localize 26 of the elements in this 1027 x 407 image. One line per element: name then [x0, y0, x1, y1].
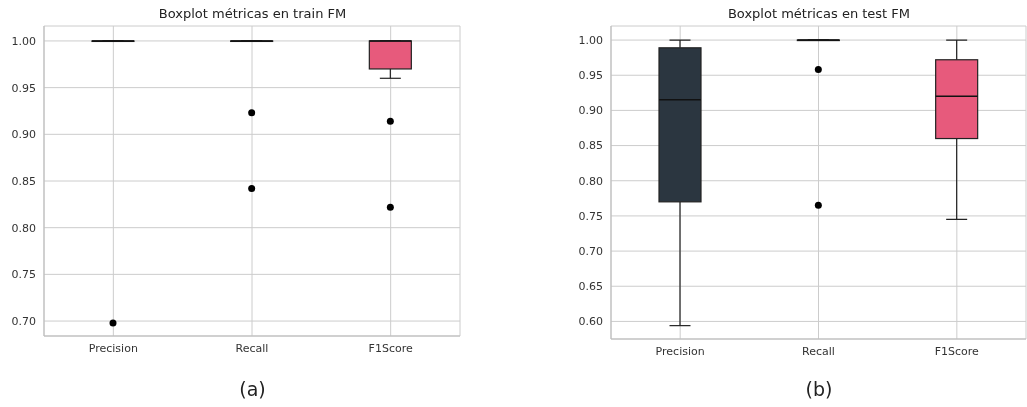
- chart-title: Boxplot métricas en test FM: [726, 6, 912, 21]
- y-tick-label: 0.80: [11, 221, 36, 235]
- chart-title: Boxplot métricas en train FM: [157, 6, 348, 21]
- x-tick-label: Precision: [88, 341, 138, 355]
- x-tick-label: Recall: [235, 341, 269, 355]
- y-tick-label: 0.80: [578, 174, 603, 188]
- x-tick-label: Recall: [802, 344, 835, 358]
- y-tick-label: 0.75: [578, 209, 603, 223]
- y-tick-label: 0.75: [11, 268, 36, 282]
- y-tick-label: 1.00: [11, 34, 36, 48]
- text: (b): [804, 378, 834, 400]
- y-tick-label: 0.65: [578, 280, 603, 294]
- y-tick-label: 0.85: [578, 139, 603, 153]
- y-tick-label: 0.85: [11, 174, 36, 188]
- text: (a): [238, 378, 267, 400]
- y-tick-label: 0.70: [578, 244, 603, 258]
- y-tick-label: 0.95: [11, 81, 36, 95]
- x-tick-label: F1Score: [368, 341, 413, 355]
- y-tick-label: 0.90: [11, 128, 36, 142]
- y-tick-label: 0.70: [11, 314, 36, 328]
- x-tick-label: F1Score: [934, 344, 980, 358]
- y-tick-label: 0.95: [578, 69, 603, 83]
- y-tick-label: 0.60: [578, 315, 603, 329]
- x-tick-label: Precision: [655, 344, 705, 358]
- y-tick-label: 0.90: [578, 104, 603, 118]
- y-tick-label: 1.00: [578, 33, 603, 47]
